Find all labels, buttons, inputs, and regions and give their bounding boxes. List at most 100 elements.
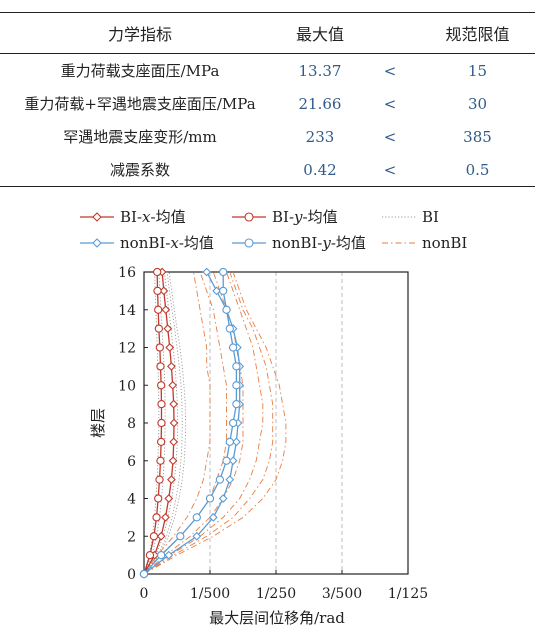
data-point <box>222 305 231 314</box>
data-point <box>164 550 174 560</box>
data-point <box>155 343 164 352</box>
y-tick-label: 4 <box>127 492 136 508</box>
series-nonBI <box>143 271 287 575</box>
data-point <box>154 494 163 503</box>
data-point <box>244 212 254 222</box>
data-point <box>153 267 162 277</box>
legend-label: BI-y-均值 <box>272 208 338 226</box>
data-point <box>156 531 166 541</box>
x-tick-label: 1/125 <box>388 586 428 602</box>
legend-item: BI-x-均值 <box>80 208 186 226</box>
data-point <box>168 380 178 390</box>
row-max: 233 <box>305 127 335 146</box>
legend-item: nonBI-y-均值 <box>232 234 366 252</box>
legend-item: nonBI <box>382 234 467 252</box>
y-tick-label: 12 <box>118 341 136 357</box>
data-point <box>152 513 161 522</box>
data-point <box>232 362 241 371</box>
data-point <box>169 399 179 409</box>
legend-label: nonBI <box>422 234 467 252</box>
data-point <box>225 475 235 485</box>
data-point <box>219 286 228 296</box>
legend-item: nonBI-x-均值 <box>80 234 214 252</box>
data-point <box>149 532 159 541</box>
data-point <box>225 437 234 447</box>
data-point <box>222 456 231 465</box>
data-point <box>139 569 149 579</box>
data-point <box>228 343 238 352</box>
series-line <box>143 271 183 575</box>
data-point <box>176 532 185 541</box>
data-point <box>205 494 215 503</box>
header-cmp <box>360 13 420 54</box>
row-max: 21.66 <box>298 94 342 113</box>
series-line <box>143 271 244 575</box>
series-line <box>143 271 211 575</box>
data-point <box>192 531 202 541</box>
legend-item: BI-y-均值 <box>232 208 338 226</box>
plot-area: 0 1/500 1/250 3/500 1/125 0 2 4 6 8 10 12 14 16 <box>118 265 428 602</box>
row-cmp: < <box>383 61 397 80</box>
x-tick-label: 1/500 <box>190 586 230 602</box>
data-point <box>155 475 164 484</box>
data-point <box>212 286 221 296</box>
data-point <box>157 399 166 409</box>
row-limit: 385 <box>463 127 492 146</box>
row-name: 减震系数 <box>109 161 170 179</box>
data-point <box>163 324 173 334</box>
series-line <box>143 271 274 575</box>
y-tick-label: 2 <box>127 529 136 545</box>
header-limit: 规范限值 <box>445 25 510 44</box>
header-max: 最大值 <box>295 25 344 44</box>
data-point <box>208 512 218 522</box>
data-point <box>232 381 241 390</box>
series-nonBI-y-均值 <box>139 267 241 579</box>
data-point <box>161 305 171 315</box>
data-point <box>225 324 234 333</box>
legend-label: nonBI-y-均值 <box>272 234 366 252</box>
data-point <box>156 362 165 371</box>
data-point <box>145 550 155 560</box>
row-name: 重力荷载支座面压/MPa <box>60 62 220 80</box>
data-point <box>192 513 201 522</box>
row-cmp: < <box>383 127 397 146</box>
data-point <box>219 267 228 277</box>
drift-chart: BI-x-均值 BI-y-均值 BI nonBI-x-均值 nonBI-y-均值 nonB… <box>80 208 467 627</box>
x-axis-label: 最大层间位移角/rad <box>209 609 345 627</box>
series-line <box>143 271 187 575</box>
table-row: 罕遇地震支座变形/mm 233 < 385 <box>0 120 535 153</box>
data-point <box>92 212 102 222</box>
data-point <box>232 437 241 447</box>
result-table: 力学指标 最大值 规范限值 重力荷载支座面压/MPa 13.37 < 15 重力… <box>0 12 535 187</box>
y-tick-label: 6 <box>127 454 136 470</box>
data-point <box>232 399 241 409</box>
row-cmp: < <box>383 94 397 113</box>
x-tick-label: 3/500 <box>322 586 362 602</box>
data-point <box>153 286 162 296</box>
data-point <box>215 475 225 484</box>
data-point <box>167 361 176 371</box>
data-point <box>169 437 179 447</box>
data-point <box>244 238 254 248</box>
y-tick-label: 16 <box>118 265 136 281</box>
row-limit: 30 <box>467 94 488 113</box>
data-point <box>157 381 166 390</box>
table-row: 减震系数 0.42 < 0.5 <box>0 153 535 187</box>
row-name: 重力荷载+罕遇地震支座面压/MPa <box>24 95 256 113</box>
data-point <box>156 456 165 465</box>
data-point <box>169 418 179 428</box>
legend-label: BI-x-均值 <box>120 208 186 226</box>
legend-label: BI <box>422 208 439 226</box>
data-point <box>154 324 163 333</box>
data-point <box>165 343 175 352</box>
data-point <box>157 418 166 428</box>
y-tick-label: 14 <box>118 303 136 319</box>
data-point <box>92 238 102 248</box>
table-row: 重力荷载+罕遇地震支座面压/MPa 21.66 < 30 <box>0 87 535 120</box>
data-point <box>202 267 212 277</box>
x-tick-label: 1/250 <box>256 586 296 602</box>
row-name: 罕遇地震支座变形/mm <box>63 128 217 146</box>
y-axis-label: 楼层 <box>89 408 107 438</box>
x-tick-label: 0 <box>140 586 149 602</box>
data-point <box>164 494 174 503</box>
